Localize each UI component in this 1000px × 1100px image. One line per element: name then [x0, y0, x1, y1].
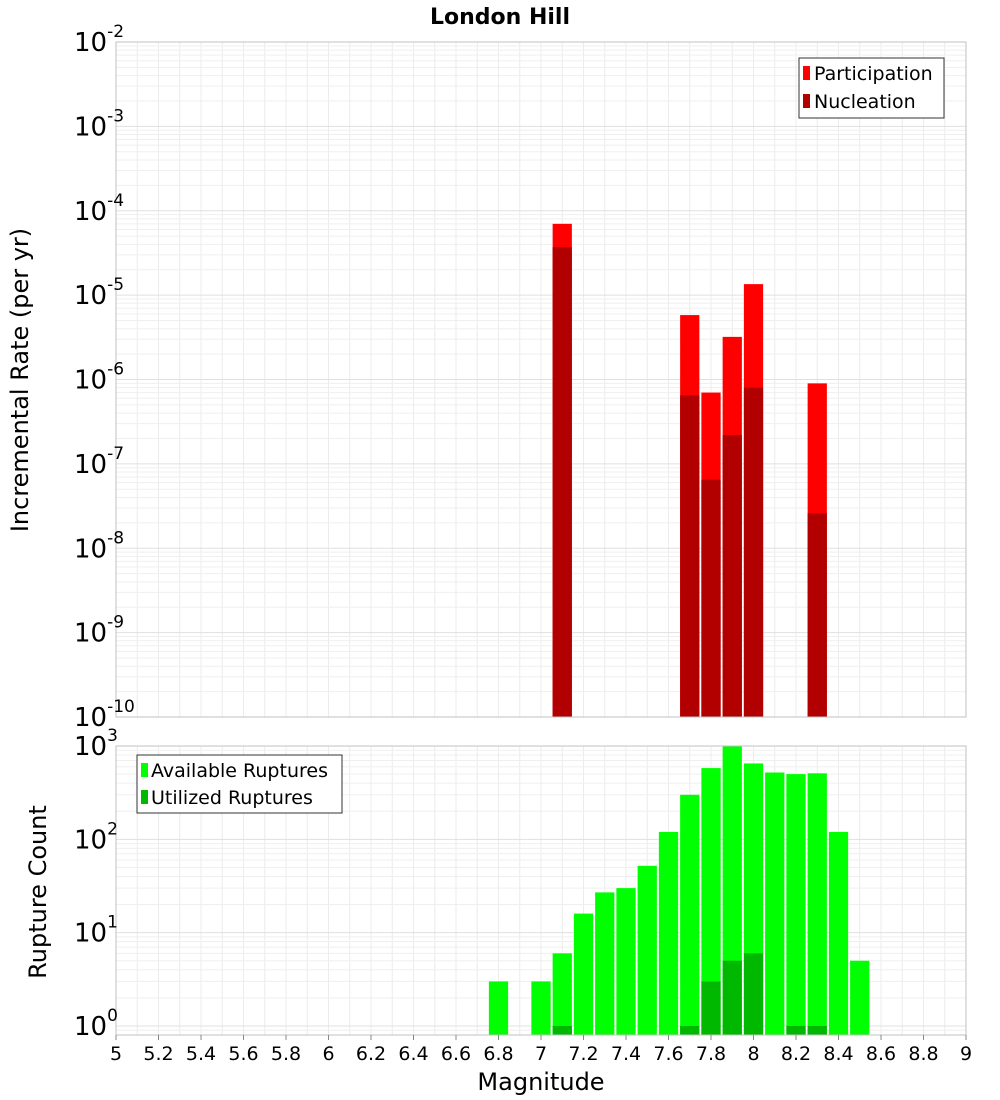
legend-label-nucleation: Nucleation — [814, 91, 916, 113]
x-tick-label: 9 — [960, 1043, 972, 1065]
x-tick-label: 6.6 — [441, 1043, 471, 1065]
legend-swatch-utilized — [141, 790, 148, 804]
x-tick-label: 6.8 — [483, 1043, 513, 1065]
bar-secondary-8.2 — [786, 1025, 806, 1035]
x-tick-label: 5.4 — [186, 1043, 216, 1065]
bottom-y-axis-label: Rupture Count — [24, 805, 52, 979]
bar-secondary-7.9 — [722, 960, 742, 1035]
top-legend: Participation Nucleation — [798, 57, 945, 119]
y-tick-label: 100 — [74, 1006, 118, 1042]
y-tick-label: 103 — [74, 726, 118, 762]
top-panel: 10-10 10-9 10-8 10-7 10-6 10-5 10-4 10-3 10-2 In… — [6, 22, 967, 733]
bar-secondary-7.8 — [701, 981, 721, 1035]
bar-secondary-7.9 — [722, 434, 742, 717]
y-tick-label: 10-5 — [74, 275, 124, 311]
bar-primary-8.4 — [828, 831, 849, 1035]
x-tick-label: 7.2 — [568, 1043, 598, 1065]
bar-primary-7.7 — [680, 794, 700, 1035]
y-tick-label: 101 — [74, 913, 118, 949]
y-tick-label: 10-7 — [74, 444, 124, 480]
bar-secondary-7.7 — [680, 395, 700, 717]
top-plot-border — [115, 41, 967, 718]
bar-secondary-8 — [743, 953, 764, 1035]
bar-primary-7.8 — [701, 768, 721, 1035]
bar-primary-7 — [531, 981, 551, 1035]
x-axis-label: Magnitude — [477, 1068, 604, 1096]
x-tick-label: 8.2 — [781, 1043, 811, 1065]
x-tick-label: 6.4 — [398, 1043, 428, 1065]
y-tick-label: 10-10 — [74, 697, 135, 733]
bottom-legend: Available Ruptures Utilized Ruptures — [136, 754, 343, 814]
chart-title: London Hill — [430, 5, 570, 30]
bar-secondary-8.3 — [807, 1025, 827, 1035]
x-tick-label: 7.8 — [696, 1043, 726, 1065]
bar-secondary-8 — [743, 387, 764, 717]
bar-secondary-7.1 — [552, 247, 572, 717]
y-tick-label: 10-4 — [74, 191, 124, 227]
x-tick-label: 5 — [110, 1043, 122, 1065]
legend-label-available: Available Ruptures — [151, 760, 328, 782]
x-ticks: 5 5.2 5.4 5.6 5.8 6 6.2 6.4 6.6 6.8 7 7.2 7.4 7.6 7.8 8… — [110, 1035, 972, 1065]
y-tick-label: 10-8 — [74, 528, 124, 564]
bar-primary-7.4 — [616, 888, 636, 1035]
legend-label-participation: Participation — [814, 63, 933, 85]
bar-secondary-7.1 — [552, 1025, 572, 1035]
top-y-axis-label: Incremental Rate (per yr) — [6, 228, 34, 532]
y-tick-label: 10-3 — [74, 106, 124, 142]
x-tick-label: 7.6 — [653, 1043, 683, 1065]
legend-label-utilized: Utilized Ruptures — [151, 787, 313, 809]
top-bars — [552, 223, 827, 717]
bar-primary-8.1 — [765, 772, 785, 1035]
bottom-y-ticks: 100 101 102 103 — [74, 726, 118, 1042]
y-tick-label: 10-6 — [74, 360, 124, 396]
x-tick-label: 7.4 — [611, 1043, 641, 1065]
y-tick-label: 10-2 — [74, 22, 124, 58]
x-tick-label: 8 — [747, 1043, 759, 1065]
top-y-ticks: 10-10 10-9 10-8 10-7 10-6 10-5 10-4 10-3 10-2 — [74, 22, 135, 733]
bottom-bars — [488, 746, 870, 1035]
x-tick-label: 8.8 — [908, 1043, 938, 1065]
bar-secondary-7.7 — [680, 1025, 700, 1035]
x-tick-label: 8.4 — [823, 1043, 853, 1065]
x-tick-label: 5.6 — [228, 1043, 258, 1065]
y-tick-label: 102 — [74, 819, 118, 855]
x-tick-label: 6.2 — [356, 1043, 386, 1065]
y-tick-label: 10-9 — [74, 613, 124, 649]
bar-primary-7.6 — [658, 831, 679, 1035]
top-grid — [115, 41, 967, 718]
x-tick-label: 8.6 — [866, 1043, 896, 1065]
bar-primary-7.5 — [637, 865, 657, 1035]
x-tick-label: 7 — [535, 1043, 547, 1065]
x-tick-label: 6 — [322, 1043, 334, 1065]
bar-primary-7.3 — [595, 892, 615, 1035]
bottom-panel: 100 101 102 103 5 5.2 5.4 5.6 5.8 6 6.2 6.4 6.6 6.8 7… — [24, 726, 972, 1096]
legend-swatch-participation — [803, 66, 810, 80]
bar-primary-6.8 — [488, 981, 509, 1035]
bar-primary-7.1 — [552, 953, 572, 1035]
legend-swatch-nucleation — [803, 94, 810, 108]
bar-primary-7.2 — [573, 913, 594, 1035]
bar-secondary-8.3 — [807, 513, 827, 717]
bar-primary-8.5 — [850, 960, 870, 1035]
bar-primary-8.3 — [807, 773, 827, 1035]
bar-primary-8.2 — [786, 774, 806, 1035]
x-tick-label: 5.2 — [143, 1043, 173, 1065]
legend-swatch-available — [141, 763, 148, 777]
bar-secondary-7.8 — [701, 479, 721, 717]
x-tick-label: 5.8 — [271, 1043, 301, 1065]
